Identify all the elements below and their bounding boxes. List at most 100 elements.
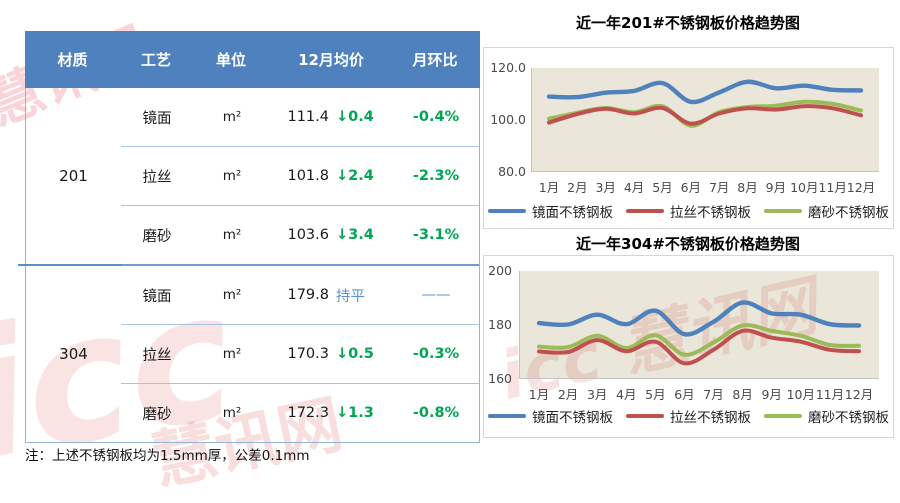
table-row: 镜面 m² 111.4 ↓0.4 -0.4% xyxy=(121,88,479,146)
legend-item: 拉丝不锈钢板 xyxy=(626,201,751,221)
unit-cell: m² xyxy=(222,168,242,184)
price-value: 179.8 xyxy=(287,287,329,303)
material-group-201: 201 镜面 m² 111.4 ↓0.4 -0.4% 拉丝 m² 101.8 ↓… xyxy=(26,88,479,264)
table-header-mom: 月环比 xyxy=(412,51,458,69)
price-cell: 172.3 ↓1.3 xyxy=(271,405,393,421)
y-axis-tick-label: 120.0 xyxy=(490,60,526,75)
chart-legend: 镜面不锈钢板 拉丝不锈钢板 磨砂不锈钢板 xyxy=(484,406,893,426)
y-axis-tick-label: 160 xyxy=(488,371,512,386)
process-cell: 磨砂 xyxy=(142,406,172,423)
mom-cell: -0.8% xyxy=(412,405,460,421)
trend-lines-svg xyxy=(531,68,879,172)
legend-label: 磨砂不锈钢板 xyxy=(808,205,889,221)
x-axis-tick-label: 4月 xyxy=(616,387,637,402)
legend-line-swatch xyxy=(488,209,526,213)
trend-lines-svg xyxy=(519,271,879,379)
series-line-镜面不锈钢板 xyxy=(546,79,864,105)
price-cell: 111.4 ↓0.4 xyxy=(271,109,393,125)
chart-304-panel: icc 慧讯网 2001801601月2月3月4月5月6月7月8月9月10月11… xyxy=(483,255,894,438)
table-header-dec-avg-price: 12月均价 xyxy=(298,51,364,69)
legend-item: 镜面不锈钢板 xyxy=(488,201,613,221)
legend-item: 磨砂不锈钢板 xyxy=(764,201,889,221)
x-axis-tick-label: 10月 xyxy=(786,387,816,402)
y-axis-tick-label: 100.0 xyxy=(490,112,526,127)
legend-label: 磨砂不锈钢板 xyxy=(808,410,889,426)
legend-label: 镜面不锈钢板 xyxy=(532,410,613,426)
y-axis-tick-label: 200 xyxy=(488,263,512,278)
legend-line-swatch xyxy=(488,414,526,418)
change-indicator: ↓0.5 xyxy=(336,346,374,362)
process-cell: 磨砂 xyxy=(142,228,172,245)
x-axis-tick-label: 11月 xyxy=(818,180,847,195)
mom-cell: -0.3% xyxy=(412,346,460,362)
unit-cell: m² xyxy=(222,287,242,303)
x-axis-tick-label: 12月 xyxy=(846,180,876,195)
price-value: 170.3 xyxy=(287,346,329,362)
x-axis-tick-label: 5月 xyxy=(645,387,666,402)
series-line-镜面不锈钢板 xyxy=(536,300,862,337)
change-indicator: ↓3.4 xyxy=(336,227,374,243)
mom-cell: -2.3% xyxy=(412,168,460,184)
x-axis-tick-label: 6月 xyxy=(674,387,695,402)
x-axis-tick-label: 9月 xyxy=(765,180,787,195)
price-value: 101.8 xyxy=(287,168,329,184)
footnote: 注：上述不锈钢板均为1.5mm厚，公差0.1mm xyxy=(25,448,310,464)
mom-cell: —— xyxy=(421,287,451,303)
price-cell: 170.3 ↓0.5 xyxy=(271,346,393,362)
change-indicator: ↓1.3 xyxy=(336,405,374,421)
material-cell: 201 xyxy=(59,167,88,185)
change-indicator: 持平 xyxy=(336,288,365,305)
price-cell: 101.8 ↓2.4 xyxy=(271,168,393,184)
series-line-拉丝不锈钢板 xyxy=(547,104,863,126)
x-axis-tick-label: 6月 xyxy=(680,180,702,195)
table-row: 磨砂 m² 103.6 ↓3.4 -3.1% xyxy=(121,205,479,264)
legend-item: 镜面不锈钢板 xyxy=(488,406,613,426)
x-axis-tick-label: 1月 xyxy=(528,387,550,402)
x-axis-tick-label: 9月 xyxy=(761,387,782,402)
x-axis-tick-label: 7月 xyxy=(703,387,724,402)
table-row: 镜面 m² 179.8 持平 —— xyxy=(121,266,479,324)
unit-cell: m² xyxy=(222,227,242,243)
y-axis-tick-label: 80.0 xyxy=(498,164,526,179)
chart-legend: 镜面不锈钢板 拉丝不锈钢板 磨砂不锈钢板 xyxy=(484,201,893,221)
x-axis-tick-label: 2月 xyxy=(557,387,579,402)
unit-cell: m² xyxy=(222,405,242,421)
table-header-material: 材质 xyxy=(57,51,88,69)
unit-cell: m² xyxy=(222,109,242,125)
x-axis-tick-label: 1月 xyxy=(538,180,560,195)
change-indicator: ↓0.4 xyxy=(336,109,374,125)
price-value: 103.6 xyxy=(287,227,329,243)
x-axis-tick-label: 10月 xyxy=(790,180,819,195)
chart-201-panel: 120.0 100.0 80.0 1月 2月 3月 4月 5月 6月 7月 8月 9月 10月 11月 12… xyxy=(483,47,894,229)
table-header-unit: 单位 xyxy=(215,51,246,69)
legend-label: 镜面不锈钢板 xyxy=(532,205,613,221)
legend-line-swatch xyxy=(626,209,664,213)
x-axis-tick-label: 8月 xyxy=(737,180,758,195)
legend-line-swatch xyxy=(764,414,802,418)
table-row: 拉丝 m² 170.3 ↓0.5 -0.3% xyxy=(121,324,479,383)
x-axis-tick-label: 5月 xyxy=(652,180,673,195)
table-row: 拉丝 m² 101.8 ↓2.4 -2.3% xyxy=(121,146,479,205)
y-axis-tick-label: 180 xyxy=(488,317,512,332)
price-value: 111.4 xyxy=(287,109,329,125)
change-indicator: ↓2.4 xyxy=(336,168,374,184)
legend-line-swatch xyxy=(764,209,802,213)
material-group-304: 304 镜面 m² 179.8 持平 —— 拉丝 m² 170.3 ↓0.5 -… xyxy=(18,264,479,442)
legend-label: 拉丝不锈钢板 xyxy=(670,205,751,221)
legend-line-swatch xyxy=(626,414,664,418)
series-line-拉丝不锈钢板 xyxy=(537,328,861,366)
x-axis-tick-label: 3月 xyxy=(586,387,608,402)
process-cell: 镜面 xyxy=(142,110,172,127)
price-cell: 179.8 持平 xyxy=(271,285,393,306)
price-value: 172.3 xyxy=(287,405,329,421)
x-axis-tick-label: 3月 xyxy=(595,180,616,195)
process-cell: 镜面 xyxy=(142,288,172,305)
material-cell: 304 xyxy=(59,345,88,363)
series-line-磨砂不锈钢板 xyxy=(537,323,861,357)
x-axis-tick-label: 2月 xyxy=(567,180,588,195)
table-header-row: 材质 工艺 单位 12月均价 月环比 xyxy=(25,31,480,88)
unit-cell: m² xyxy=(222,346,242,362)
legend-label: 拉丝不锈钢板 xyxy=(670,410,751,426)
legend-item: 磨砂不锈钢板 xyxy=(764,406,889,426)
x-axis-tick-label: 11月 xyxy=(815,387,845,402)
